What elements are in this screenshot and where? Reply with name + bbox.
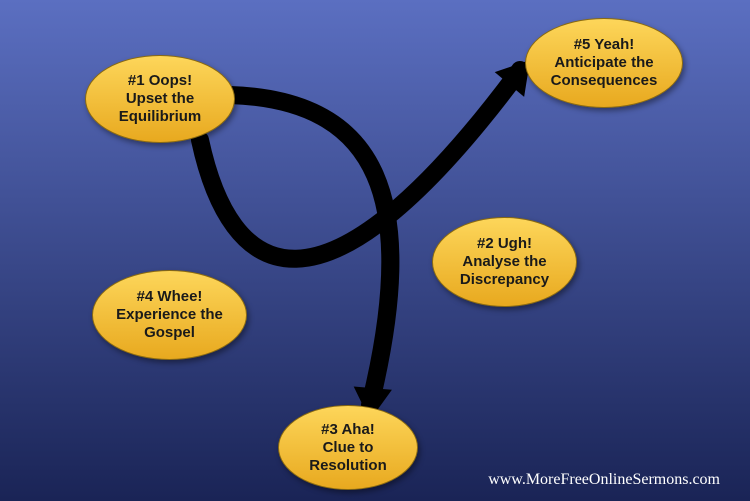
node-n4: #4 Whee! Experience the Gospel	[92, 270, 247, 360]
node-label: #3 Aha! Clue to Resolution	[309, 421, 387, 475]
node-label: #4 Whee! Experience the Gospel	[116, 288, 223, 342]
node-label: #1 Oops! Upset the Equilibrium	[119, 72, 202, 126]
node-n2: #2 Ugh! Analyse the Discrepancy	[432, 217, 577, 307]
node-n5: #5 Yeah! Anticipate the Consequences	[525, 18, 683, 108]
node-n1: #1 Oops! Upset the Equilibrium	[85, 55, 235, 143]
node-label: #5 Yeah! Anticipate the Consequences	[551, 36, 658, 90]
footer-url: www.MoreFreeOnlineSermons.com	[488, 471, 720, 489]
node-n3: #3 Aha! Clue to Resolution	[278, 405, 418, 490]
node-label: #2 Ugh! Analyse the Discrepancy	[460, 235, 549, 289]
